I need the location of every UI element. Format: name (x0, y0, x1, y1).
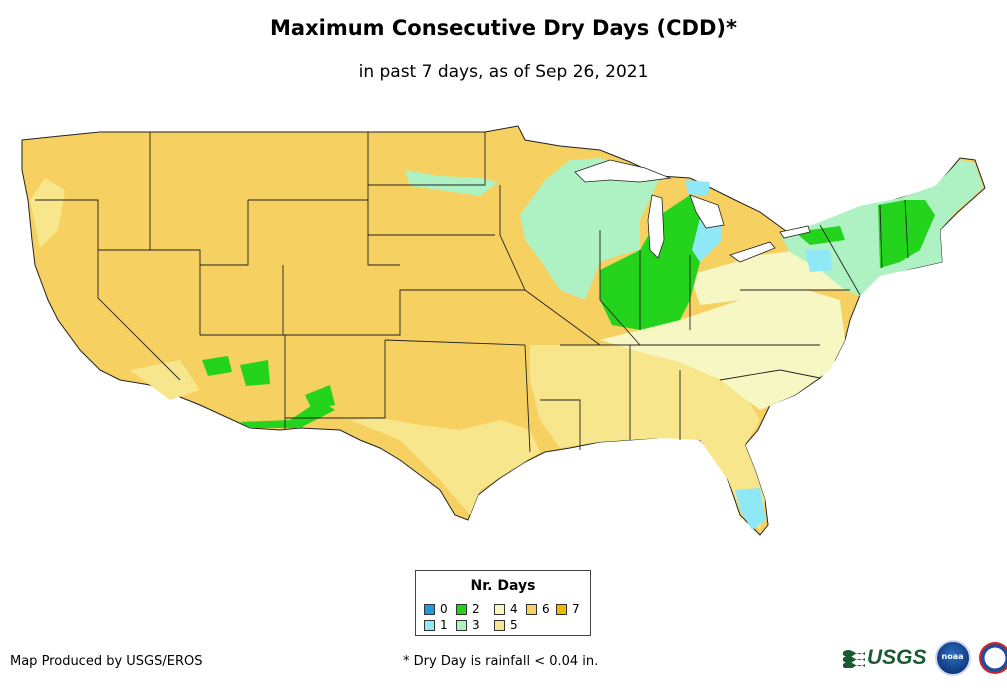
usgs-wave-icon (843, 650, 865, 668)
map-credit: Map Produced by USGS/EROS (10, 654, 203, 669)
zone-2-nm-blob (305, 385, 335, 410)
legend-label: 1 (440, 618, 448, 632)
zone-5-west (30, 178, 65, 248)
legend-swatch (494, 603, 505, 615)
legend-item-1: 1 (424, 618, 448, 632)
legend-label: 2 (472, 602, 480, 616)
map-title: Maximum Consecutive Dry Days (CDD)* (270, 16, 737, 40)
zone-1-pa (805, 250, 832, 272)
zone-1-wi (685, 180, 710, 196)
zone-5-southeast (530, 345, 765, 530)
legend-item-0: 0 (424, 602, 448, 616)
usgs-logo-text: USGS (867, 646, 927, 669)
legend-item-4: 4 (494, 602, 518, 616)
legend-label: 5 (510, 618, 518, 632)
lake-erie (729, 241, 776, 263)
legend-item-7: 7 (556, 602, 580, 616)
map-subtitle: in past 7 days, as of Sep 26, 2021 (358, 62, 649, 82)
zone-2-az-blob1 (202, 356, 232, 376)
legend-swatch (494, 619, 505, 631)
zone-3-upper-midwest (520, 158, 660, 300)
lake-ontario (779, 225, 811, 239)
legend-title: Nr. Days (470, 578, 536, 594)
nws-logo (978, 642, 1007, 674)
footnote: * Dry Day is rainfall < 0.04 in. (403, 654, 599, 669)
legend-swatch (424, 619, 435, 631)
legend-item-6: 6 (526, 602, 550, 616)
legend-item-5: 5 (494, 618, 518, 632)
noaa-logo: noaa (934, 640, 971, 676)
legend-swatch (424, 603, 435, 615)
zone-5-southwest (130, 360, 200, 400)
legend-item-2: 2 (456, 602, 480, 616)
legend: Nr. Days 0 2 4 6 7 1 3 5 (415, 570, 591, 636)
legend-swatch (456, 619, 467, 631)
zone-2-az-blob2 (240, 360, 270, 386)
zone-4-mid-atlantic (600, 285, 845, 410)
usgs-logo: USGS (843, 646, 927, 670)
legend-label: 6 (542, 602, 550, 616)
legend-label: 3 (472, 618, 480, 632)
noaa-logo-text: noaa (941, 652, 964, 661)
legend-label: 4 (510, 602, 518, 616)
zone-1-florida (735, 488, 766, 530)
legend-swatch (526, 603, 537, 615)
lake-huron (689, 194, 725, 229)
legend-swatch (556, 603, 567, 615)
lake-michigan (647, 194, 665, 259)
zone-5-texas (350, 418, 540, 515)
legend-label: 0 (440, 602, 448, 616)
legend-label: 7 (572, 602, 580, 616)
zone-3-northern-plains (405, 170, 498, 196)
legend-item-3: 3 (456, 618, 480, 632)
state-boundaries (35, 132, 909, 453)
agency-logos: USGS noaa (843, 638, 1007, 678)
lake-superior (574, 159, 672, 183)
legend-swatch (456, 603, 467, 615)
